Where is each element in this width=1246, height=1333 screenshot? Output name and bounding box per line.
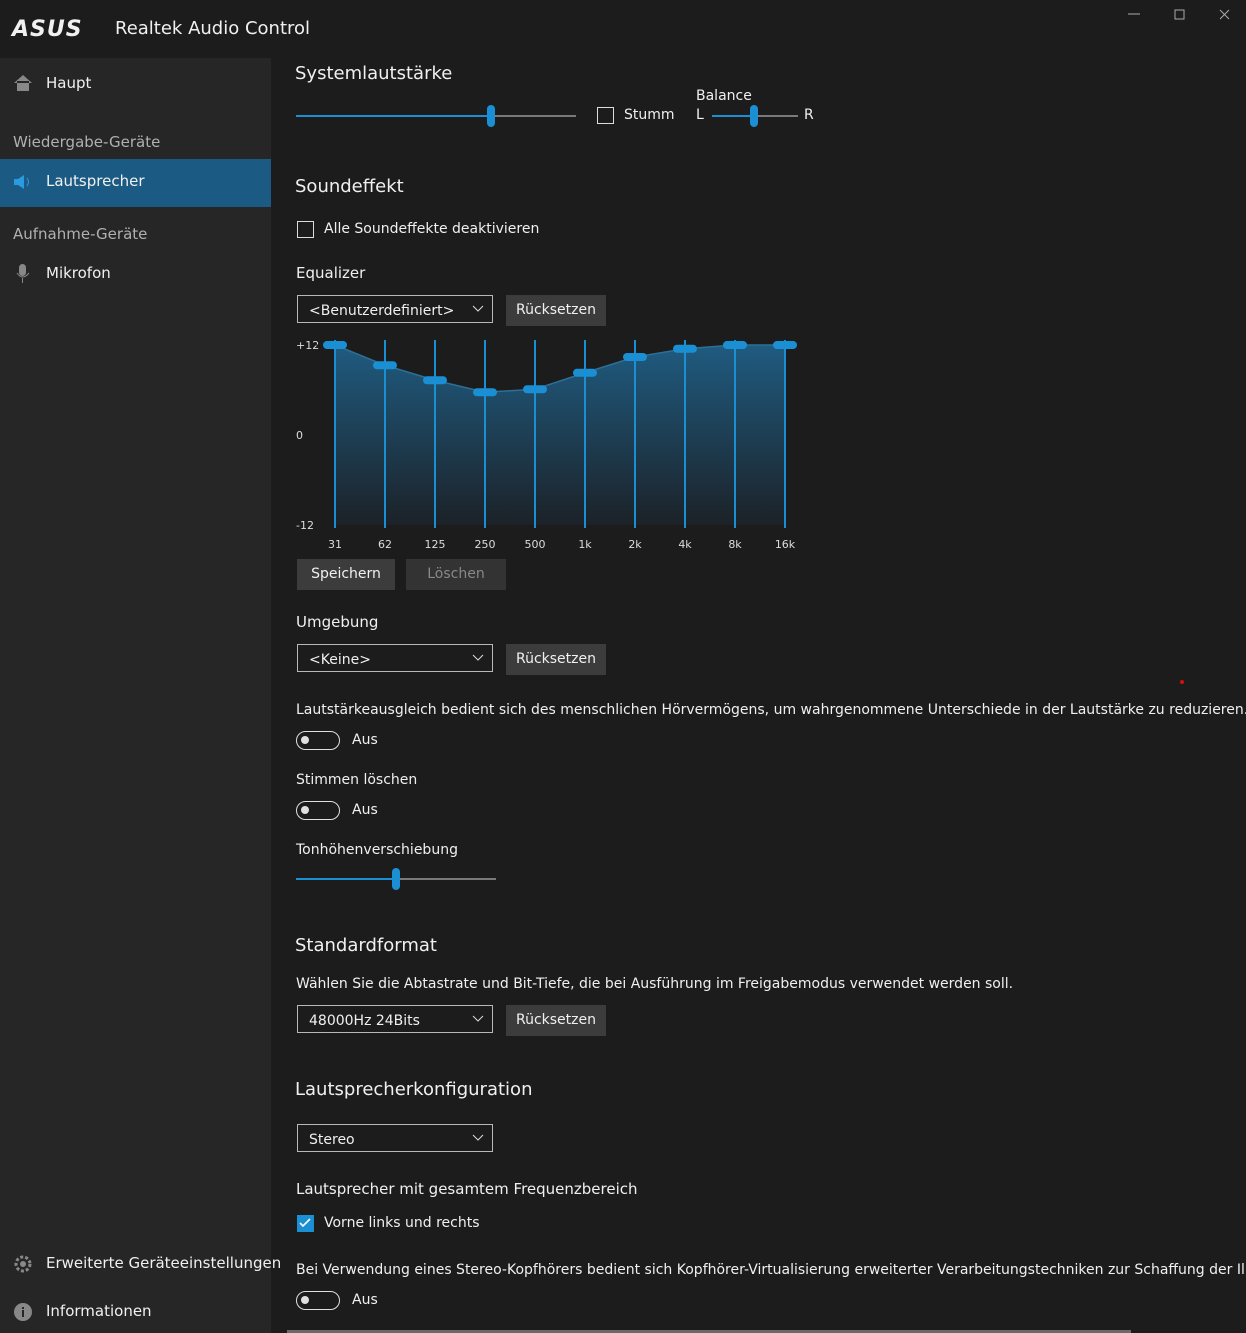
balance-right: R — [804, 107, 814, 123]
equalizer-dropdown[interactable]: <Benutzerdefiniert> — [297, 295, 493, 323]
dropdown-value: <Keine> — [309, 652, 371, 668]
mute-label: Stumm — [624, 107, 675, 123]
reset-button[interactable]: Rücksetzen — [506, 295, 606, 326]
nav-header: Aufnahme-Geräte — [13, 225, 148, 243]
nav-info[interactable]: Informationen — [46, 1302, 152, 1320]
band-handle[interactable] — [773, 341, 797, 349]
pitch-thumb[interactable] — [392, 868, 400, 890]
band-handle[interactable] — [673, 344, 697, 353]
speaker-icon — [14, 175, 29, 189]
mute-checkbox[interactable] — [597, 107, 614, 124]
dropdown-value: <Benutzerdefiniert> — [309, 303, 455, 319]
equalizer-chart: +12 0 -12 31 62 125 250 500 1k 2k 4k 8k 16k — [296, 339, 797, 551]
dropdown-value: 48000Hz 24Bits — [309, 1013, 420, 1029]
band-label: 2k — [628, 538, 642, 551]
reset-button[interactable]: Rücksetzen — [506, 644, 606, 675]
fullrange-option: Vorne links und rechts — [324, 1215, 480, 1231]
save-button[interactable]: Speichern — [297, 559, 395, 590]
band-label: 1k — [578, 538, 592, 551]
toggle-state: Aus — [352, 732, 378, 748]
band-label: 16k — [775, 538, 796, 551]
chevron — [472, 305, 484, 312]
window-controls[interactable] — [1120, 0, 1246, 32]
section-title: Soundeffekt — [295, 176, 404, 197]
band-label: 250 — [475, 538, 496, 551]
nav-main[interactable]: Haupt — [46, 74, 92, 92]
band-label: 62 — [378, 538, 392, 551]
disable-effects-label: Alle Soundeffekte deaktivieren — [324, 221, 540, 237]
band-label: 500 — [525, 538, 546, 551]
eq-area — [335, 345, 785, 525]
pitch-fill — [296, 878, 396, 880]
format-dropdown[interactable]: 48000Hz 24Bits — [297, 1005, 493, 1033]
nav-microphone[interactable]: Mikrofon — [46, 264, 111, 282]
reset-button[interactable]: Rücksetzen — [506, 1005, 606, 1036]
equalizer-label: Equalizer — [296, 264, 366, 282]
toggle-state: Aus — [352, 802, 378, 818]
logo: ASUS — [12, 17, 83, 42]
format-description: Wählen Sie die Abtastrate und Bit-Tiefe,… — [296, 976, 1014, 992]
volume-thumb[interactable] — [487, 105, 495, 127]
band-handle[interactable] — [573, 368, 597, 377]
chevron — [472, 1134, 484, 1141]
delete-button[interactable]: Löschen — [406, 559, 506, 590]
nav-header: Wiedergabe-Geräte — [13, 133, 161, 151]
environment-label: Umgebung — [296, 613, 379, 631]
band-handle[interactable] — [423, 376, 447, 385]
virtualization-description: Bei Verwendung eines Stereo-Kopfhörers b… — [296, 1263, 1246, 1277]
loudness-description: Lautstärkeausgleich bedient sich des men… — [296, 702, 1246, 718]
band-handle[interactable] — [623, 353, 647, 361]
nav-selected[interactable] — [0, 159, 271, 207]
band-handle[interactable] — [373, 361, 397, 370]
red-dot — [1180, 680, 1184, 684]
y-tick-label: +12 — [296, 339, 319, 352]
scrollbar[interactable] — [287, 1330, 1131, 1333]
dropdown-value: Stereo — [309, 1132, 355, 1148]
eq-curve — [334, 344, 785, 394]
loudness-toggle[interactable] — [296, 731, 340, 750]
toggle-state: Aus — [352, 1292, 378, 1308]
section-title: Standardformat — [295, 935, 437, 956]
fullrange-label: Lautsprecher mit gesamtem Frequenzbereic… — [296, 1180, 638, 1198]
balance-left: L — [696, 107, 704, 123]
pitch-label: Tonhöhenverschiebung — [296, 842, 458, 858]
section-title: Systemlautstärke — [295, 63, 453, 84]
virtualization-toggle[interactable] — [296, 1291, 340, 1310]
chevron — [472, 654, 484, 661]
y-tick-label: -12 — [296, 519, 314, 532]
gear-icon — [14, 1255, 32, 1273]
speaker-config-dropdown[interactable]: Stereo — [297, 1124, 493, 1152]
disable-effects-checkbox[interactable] — [297, 221, 314, 238]
band-handle[interactable] — [323, 341, 347, 349]
band-label: 125 — [425, 538, 446, 551]
band-label: 4k — [678, 538, 692, 551]
environment-dropdown[interactable]: <Keine> — [297, 644, 493, 672]
checkmark — [299, 1218, 311, 1228]
y-tick-label: 0 — [296, 429, 303, 442]
band-label: 8k — [728, 538, 742, 551]
band-label: 31 — [328, 538, 342, 551]
window-title: Realtek Audio Control — [115, 18, 311, 39]
nav-advanced[interactable]: Erweiterte Geräteeinstellungen — [46, 1254, 282, 1272]
band-handle[interactable] — [523, 385, 547, 394]
band-handle[interactable] — [723, 341, 747, 349]
balance-thumb[interactable] — [750, 105, 758, 127]
voice-cancel-label: Stimmen löschen — [296, 772, 418, 788]
balance-label: Balance — [696, 88, 752, 104]
balance-fill — [712, 115, 754, 117]
volume-fill — [296, 115, 491, 117]
voice-cancel-toggle[interactable] — [296, 801, 340, 820]
sidebar — [0, 58, 271, 1333]
mic-icon — [16, 264, 30, 283]
band-handle[interactable] — [473, 388, 497, 397]
fullrange-checkbox[interactable] — [297, 1215, 314, 1232]
home-icon — [14, 75, 32, 91]
nav-speaker[interactable]: Lautsprecher — [46, 172, 145, 190]
section-title: Lautsprecherkonfiguration — [295, 1079, 533, 1100]
chevron — [472, 1015, 484, 1022]
info-icon — [14, 1303, 32, 1321]
